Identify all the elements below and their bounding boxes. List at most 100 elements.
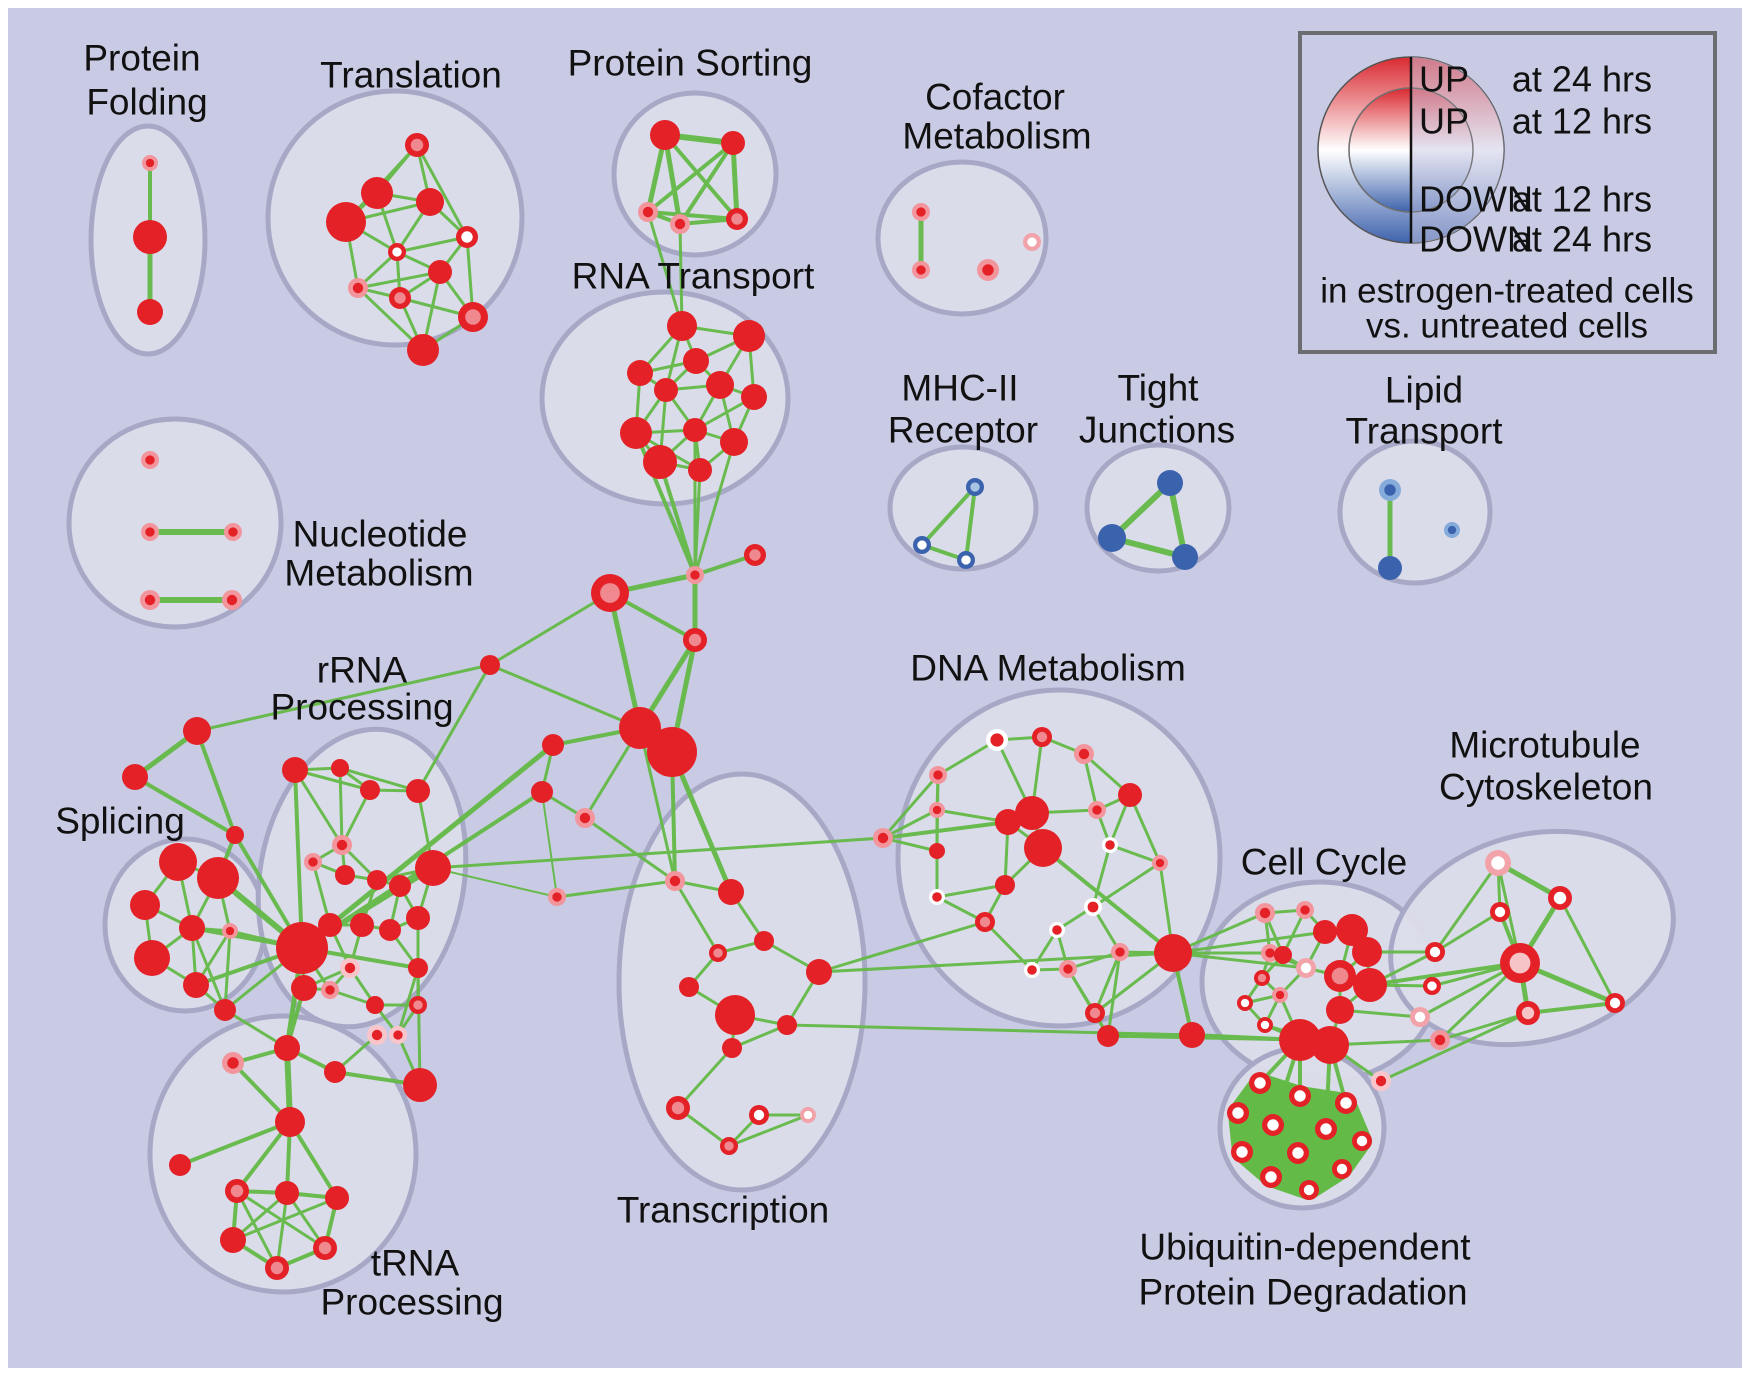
node-outer — [542, 734, 564, 756]
node-outer — [650, 120, 680, 150]
node-tj2 — [1098, 524, 1126, 552]
node-core — [1115, 947, 1125, 957]
edge — [340, 788, 372, 847]
node-outer — [214, 999, 236, 1021]
node-dm5 — [929, 802, 945, 818]
edge — [1041, 846, 1175, 955]
node-outer — [360, 780, 380, 800]
edge — [1171, 951, 1308, 970]
node-core — [961, 555, 971, 565]
node-t2 — [361, 177, 393, 209]
node-outer — [1336, 914, 1368, 946]
edge — [1433, 910, 1502, 954]
node-core — [225, 926, 235, 936]
node-outer — [995, 809, 1021, 835]
node-c1 — [686, 566, 704, 584]
node-outer — [379, 919, 401, 941]
node-tn3 — [274, 1035, 300, 1061]
node-outer — [619, 707, 661, 749]
node-dm1 — [986, 729, 1008, 751]
node-core — [1521, 1006, 1535, 1020]
node-outer — [275, 1181, 299, 1205]
cluster-label-protein-folding-line2: Folding — [86, 82, 207, 123]
node-core — [1260, 1020, 1270, 1030]
node-cc20 — [1425, 942, 1445, 962]
node-mt3 — [1490, 902, 1510, 922]
node-core — [1027, 965, 1037, 975]
node-tr13 — [800, 1107, 816, 1123]
node-core — [916, 265, 926, 275]
node-rr0 — [291, 975, 317, 1001]
node-u12 — [1299, 1180, 1319, 1200]
node-tr3 — [548, 888, 566, 906]
node-rt11 — [643, 445, 677, 479]
node-outer — [159, 843, 197, 881]
node-t10 — [458, 302, 488, 332]
node-core — [270, 1261, 284, 1275]
node-cf3 — [977, 259, 999, 281]
cluster-label-nucleotide-metabolism-line1: Nucleotide — [293, 514, 468, 555]
node-core — [933, 770, 943, 780]
node-outer — [169, 1154, 191, 1176]
node-rt7 — [741, 384, 767, 410]
node-outer — [325, 1186, 349, 1210]
node-lp3 — [1378, 556, 1402, 580]
edge — [935, 883, 1007, 899]
node-core — [803, 1110, 813, 1120]
node-core — [713, 948, 723, 958]
node-sp2 — [197, 857, 239, 899]
node-core — [674, 218, 686, 230]
cluster-label-rrna-processing-line2: Processing — [270, 687, 453, 728]
node-tn5 — [367, 1025, 387, 1045]
cluster-label-protein-folding-line1: Protein — [83, 38, 200, 79]
node-core — [1494, 906, 1506, 918]
edge — [395, 235, 469, 254]
node-outer — [403, 1068, 437, 1102]
node-outer — [718, 879, 744, 905]
legend-caption-line1: in estrogen-treated cells — [1320, 272, 1694, 311]
network-nodes — [122, 120, 1625, 1280]
node-rr13 — [379, 919, 401, 941]
node-core — [1491, 856, 1505, 870]
node-dm23 — [1097, 1025, 1119, 1047]
node-tg3 — [226, 826, 244, 844]
node-outer — [335, 865, 355, 885]
cluster-label-microtubule-cytoskeleton-line1: Microtubule — [1449, 725, 1640, 766]
cluster-ellipse-microtubule-cytoskeleton — [1388, 828, 1676, 1048]
node-tn12 — [220, 1227, 246, 1253]
node-outer — [183, 972, 209, 998]
node-outer — [197, 857, 239, 899]
node-outer — [361, 177, 393, 209]
node-sp6 — [183, 972, 209, 998]
node-ps4 — [670, 214, 690, 234]
node-rr18 — [366, 996, 384, 1014]
node-core — [336, 839, 348, 851]
cluster-label-trna-processing-line2: Processing — [320, 1282, 503, 1323]
node-core — [1292, 1147, 1304, 1159]
node-outer — [274, 1035, 300, 1061]
legend-time-1: at 24 hrs — [1512, 59, 1652, 100]
node-tj3 — [1172, 544, 1198, 570]
node-tr9 — [777, 1015, 797, 1035]
node-tr4 — [709, 944, 727, 962]
node-core — [227, 1057, 239, 1069]
cluster-label-tight-junctions-line1: Tight — [1118, 368, 1200, 409]
node-core — [1429, 946, 1441, 958]
node-core — [371, 1029, 383, 1041]
node-rr9 — [389, 875, 411, 897]
node-outer — [1098, 524, 1126, 552]
node-core — [970, 482, 980, 492]
node-outer — [1024, 829, 1062, 867]
node-u7 — [1352, 1131, 1372, 1151]
node-outer — [741, 384, 767, 410]
node-core — [1232, 1107, 1244, 1119]
node-dm8 — [1015, 796, 1049, 830]
node-n3 — [224, 523, 242, 541]
node-tn7 — [275, 1107, 305, 1137]
cluster-label-tight-junctions-line2: Junctions — [1079, 410, 1235, 451]
node-core — [1509, 952, 1531, 974]
node-core — [1265, 948, 1275, 958]
node-dm13 — [1152, 855, 1168, 871]
edge — [190, 926, 227, 1012]
